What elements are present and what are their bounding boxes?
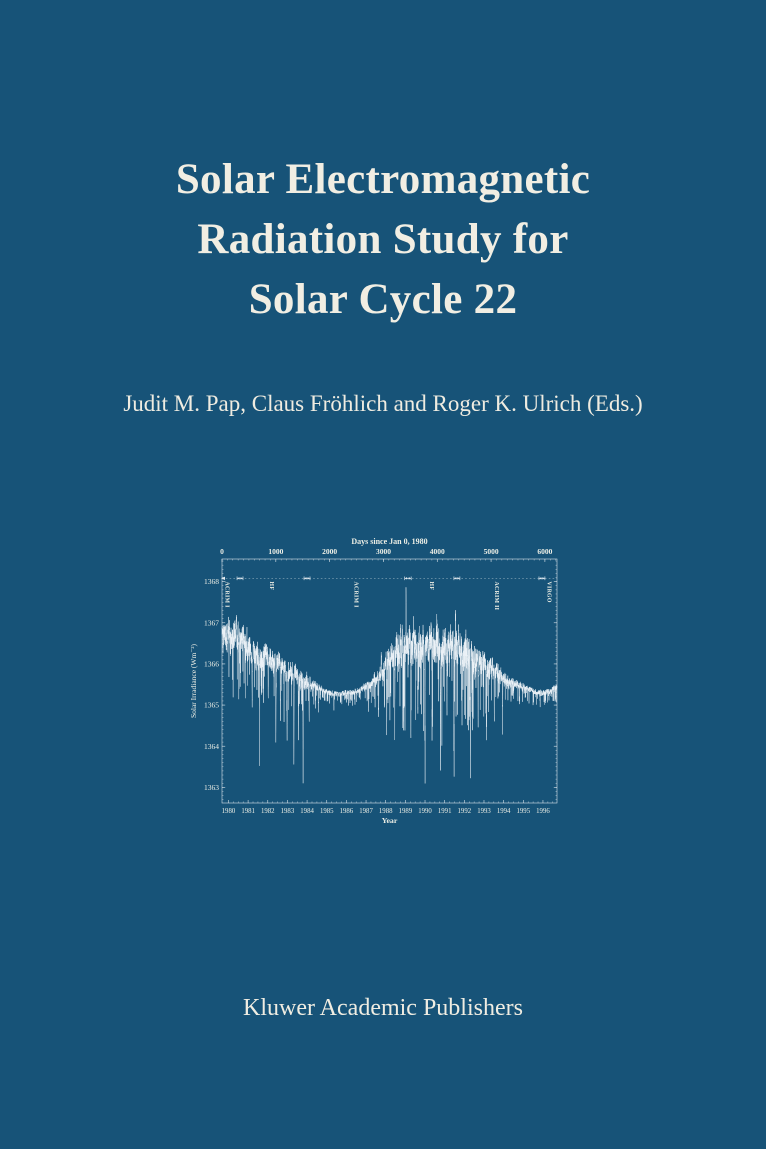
svg-text:1995: 1995: [517, 808, 531, 815]
publisher-name: Kluwer Academic Publishers: [243, 995, 523, 1021]
tsi-chart-svg: 0 1000 2000 3000 4000 5000 6000 Days since Jan …: [189, 537, 558, 825]
book-title-line-3: Solar Cycle 22: [248, 276, 518, 323]
svg-text:1980: 1980: [222, 808, 236, 815]
editors-line: Judit M. Pap, Claus Fröhlich and Roger K…: [123, 391, 643, 416]
book-title: Solar Electromagnetic Radiation Study fo…: [0, 150, 766, 330]
instrument-label: HF: [268, 582, 274, 591]
svg-text:1366: 1366: [204, 660, 219, 669]
svg-text:1992: 1992: [458, 808, 472, 815]
svg-text:1982: 1982: [261, 808, 275, 815]
svg-text:1988: 1988: [379, 808, 393, 815]
instrument-label: VIRGO: [545, 582, 551, 603]
instrument-annotations: ACRIM I HF ACRIM I HF ACRIM II VIRGO: [221, 576, 557, 611]
chart-axes: [221, 558, 558, 804]
svg-text:1987: 1987: [359, 808, 373, 815]
tsi-trace: [221, 587, 558, 784]
svg-text:1984: 1984: [300, 808, 314, 815]
book-title-line-1: Solar Electromagnetic: [175, 156, 591, 203]
svg-text:1985: 1985: [320, 808, 334, 815]
svg-text:1000: 1000: [268, 547, 283, 556]
svg-text:2000: 2000: [322, 547, 337, 556]
instrument-label: ACRIM I: [223, 582, 229, 609]
svg-text:1990: 1990: [418, 808, 432, 815]
tsi-chart: 0 1000 2000 3000 4000 5000 6000 Days since Jan …: [185, 533, 565, 833]
svg-text:1986: 1986: [340, 808, 354, 815]
instrument-range-marker: [453, 576, 461, 581]
svg-text:Year: Year: [382, 816, 398, 825]
svg-text:6000: 6000: [537, 547, 552, 556]
instrument-range-marker: [303, 576, 311, 581]
svg-text:1993: 1993: [477, 808, 491, 815]
svg-text:3000: 3000: [376, 547, 391, 556]
svg-text:1981: 1981: [241, 808, 255, 815]
svg-text:Days since Jan 0, 1980: Days since Jan 0, 1980: [351, 537, 427, 546]
svg-text:Solar Irradiance (Wm⁻²): Solar Irradiance (Wm⁻²): [189, 643, 198, 718]
svg-text:1364: 1364: [204, 742, 219, 751]
svg-text:1989: 1989: [399, 808, 413, 815]
instrument-range-marker: [538, 576, 546, 581]
instrument-range-marker: [404, 576, 412, 581]
instrument-range-marker: [236, 576, 244, 581]
svg-text:0: 0: [220, 547, 224, 556]
svg-text:1367: 1367: [204, 618, 219, 627]
svg-text:5000: 5000: [484, 547, 499, 556]
svg-text:1365: 1365: [204, 701, 219, 710]
svg-text:1996: 1996: [536, 808, 550, 815]
book-title-line-2: Radiation Study for: [197, 216, 569, 263]
chart-axis-labels: 0 1000 2000 3000 4000 5000 6000 Days since Jan …: [189, 537, 553, 825]
instrument-label: HF: [428, 582, 434, 591]
svg-text:1363: 1363: [204, 783, 219, 792]
instrument-label: ACRIM I: [353, 582, 359, 609]
svg-text:1991: 1991: [438, 808, 452, 815]
svg-text:1368: 1368: [204, 577, 219, 586]
svg-text:1983: 1983: [281, 808, 295, 815]
svg-text:1994: 1994: [497, 808, 511, 815]
svg-text:4000: 4000: [430, 547, 445, 556]
instrument-label: ACRIM II: [493, 582, 499, 611]
